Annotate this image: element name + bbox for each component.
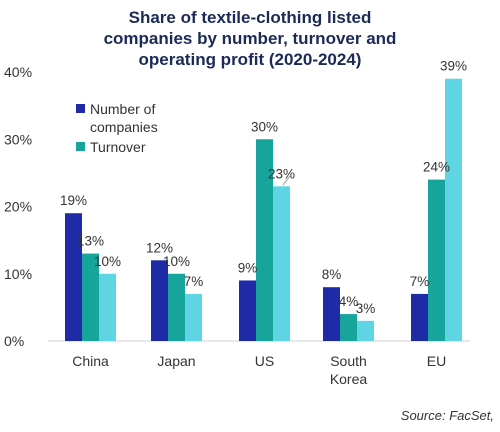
data-label: 23% (268, 166, 295, 181)
source-note: Source: FacSet, (401, 408, 494, 423)
data-label: 7% (410, 274, 430, 289)
data-label: 30% (251, 119, 278, 134)
bar (168, 273, 185, 341)
y-tick-label: 10% (4, 266, 32, 282)
data-label: 7% (184, 274, 204, 289)
label-leader-line (282, 175, 291, 186)
bar (411, 293, 428, 341)
bar (357, 320, 374, 341)
y-tick-label: 0% (4, 333, 24, 349)
x-category-label: South (330, 353, 367, 369)
x-category-label: US (255, 353, 274, 369)
bar (82, 253, 99, 341)
bar (185, 293, 202, 341)
data-label: 8% (322, 267, 342, 282)
bar (99, 273, 116, 341)
bar (151, 260, 168, 341)
chart-title-line: Share of textile-clothing listed (129, 8, 372, 27)
data-label: 13% (77, 234, 104, 249)
y-tick-label: 40% (4, 64, 32, 80)
bar (273, 186, 290, 341)
bar (65, 213, 82, 341)
bar (256, 139, 273, 341)
data-label: 39% (440, 59, 467, 74)
data-labels: 19% 12% 9% 8% 7% 13% 10% 30% 4% 24% 10% 7% 23% 3% 39% (60, 59, 467, 316)
data-label: 4% (339, 294, 359, 309)
y-tick-label: 20% (4, 199, 32, 215)
x-category-label: Japan (157, 353, 195, 369)
chart-title-line: companies by number, turnover and (104, 29, 397, 48)
data-label: 19% (60, 193, 87, 208)
data-label: 3% (356, 301, 376, 316)
data-label: 9% (238, 260, 258, 275)
legend-label: Turnover (90, 139, 146, 155)
legend-swatch (76, 104, 85, 113)
bar (239, 280, 256, 341)
bar (445, 78, 462, 341)
data-label: 10% (94, 254, 121, 269)
chart-title: Share of textile-clothing listed companie… (104, 8, 397, 69)
y-tick-label: 30% (4, 131, 32, 147)
data-label: 12% (146, 240, 173, 255)
legend-label: companies (90, 119, 158, 135)
legend-swatch (76, 142, 85, 151)
data-label: 10% (163, 254, 190, 269)
bar (323, 287, 340, 341)
x-category-label: China (72, 353, 109, 369)
legend-label: Number of (90, 101, 155, 117)
x-axis: China Japan US South Korea EU (72, 353, 446, 387)
bar (428, 179, 445, 341)
bar (340, 314, 357, 341)
x-category-label: EU (427, 353, 446, 369)
data-label: 24% (423, 160, 450, 175)
bars (65, 78, 462, 341)
chart-title-line: operating profit (2020-2024) (139, 50, 362, 69)
legend: Number of companies Turnover (76, 101, 158, 155)
x-category-label: Korea (330, 371, 368, 387)
